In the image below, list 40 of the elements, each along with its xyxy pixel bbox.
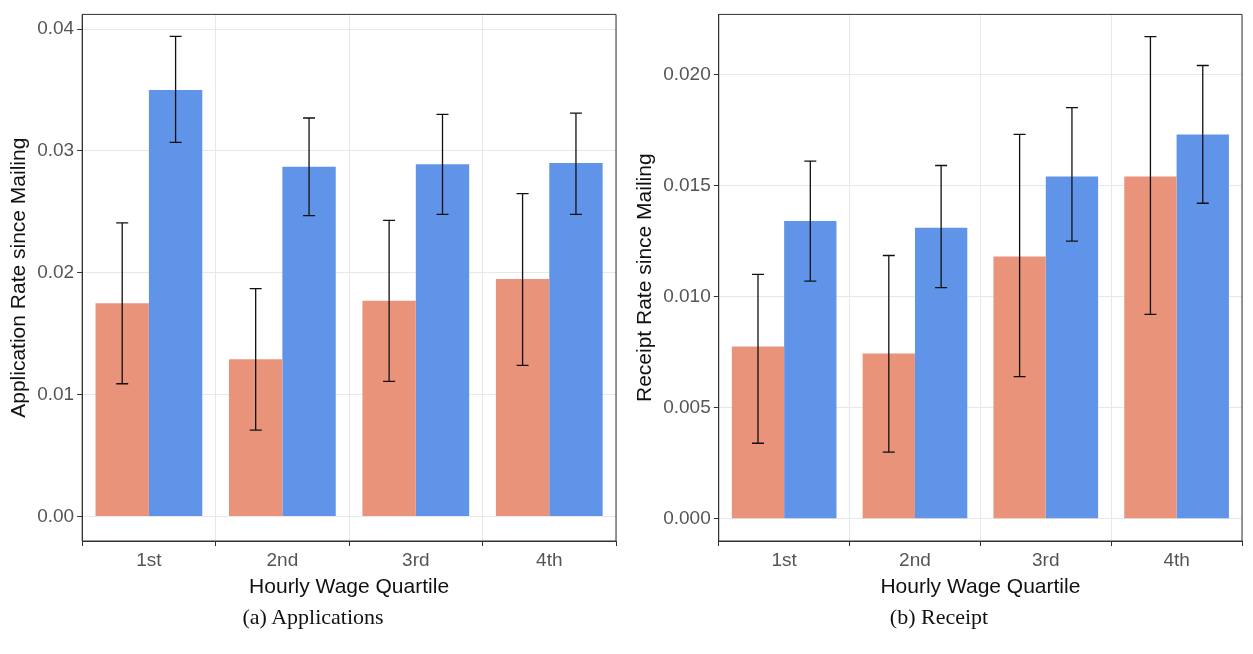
bar xyxy=(731,346,785,519)
bar xyxy=(784,221,837,519)
bar xyxy=(228,359,283,517)
bar xyxy=(914,227,968,519)
bar xyxy=(1124,176,1177,519)
y-tick-label: 0.010 xyxy=(663,284,711,306)
y-tick-label: 0.01 xyxy=(37,382,75,404)
bar xyxy=(415,164,470,517)
x-axis-title: Hourly Wage Quartile xyxy=(880,574,1081,598)
y-tick-label: 0.000 xyxy=(663,507,711,529)
text: (a) Applications xyxy=(241,604,385,630)
x-tick-label: 3rd xyxy=(402,548,430,570)
bar xyxy=(549,163,603,517)
y-tick-label: 0.02 xyxy=(37,261,75,283)
x-tick-label: 4th xyxy=(536,548,563,570)
bar xyxy=(95,303,149,517)
bar xyxy=(282,166,336,517)
y-tick-label: 0.015 xyxy=(663,173,711,195)
bar xyxy=(362,300,416,517)
x-tick-label: 4th xyxy=(1163,548,1190,570)
y-tick-label: 0.020 xyxy=(663,62,711,84)
x-tick-label: 1st xyxy=(771,548,798,570)
x-tick-label: 2nd xyxy=(266,548,299,570)
bar xyxy=(993,256,1046,519)
text: (b) Receipt xyxy=(888,604,990,630)
y-axis-title: Receipt Rate since Mailing xyxy=(632,153,656,403)
x-tick-label: 1st xyxy=(136,548,163,570)
y-tick-label: 0.03 xyxy=(37,139,75,161)
x-tick-label: 3rd xyxy=(1032,548,1060,570)
bar xyxy=(862,353,915,519)
x-tick-label: 2nd xyxy=(899,548,931,570)
y-tick-label: 0.005 xyxy=(663,395,711,417)
x-axis-title: Hourly Wage Quartile xyxy=(249,574,450,598)
y-tick-label: 0.04 xyxy=(37,17,75,39)
bar xyxy=(1176,134,1229,519)
bar xyxy=(148,89,203,517)
bar xyxy=(495,278,550,517)
bar xyxy=(1045,176,1099,519)
y-tick-label: 0.00 xyxy=(37,504,75,526)
y-axis-title: Application Rate since Mailing xyxy=(6,137,30,418)
